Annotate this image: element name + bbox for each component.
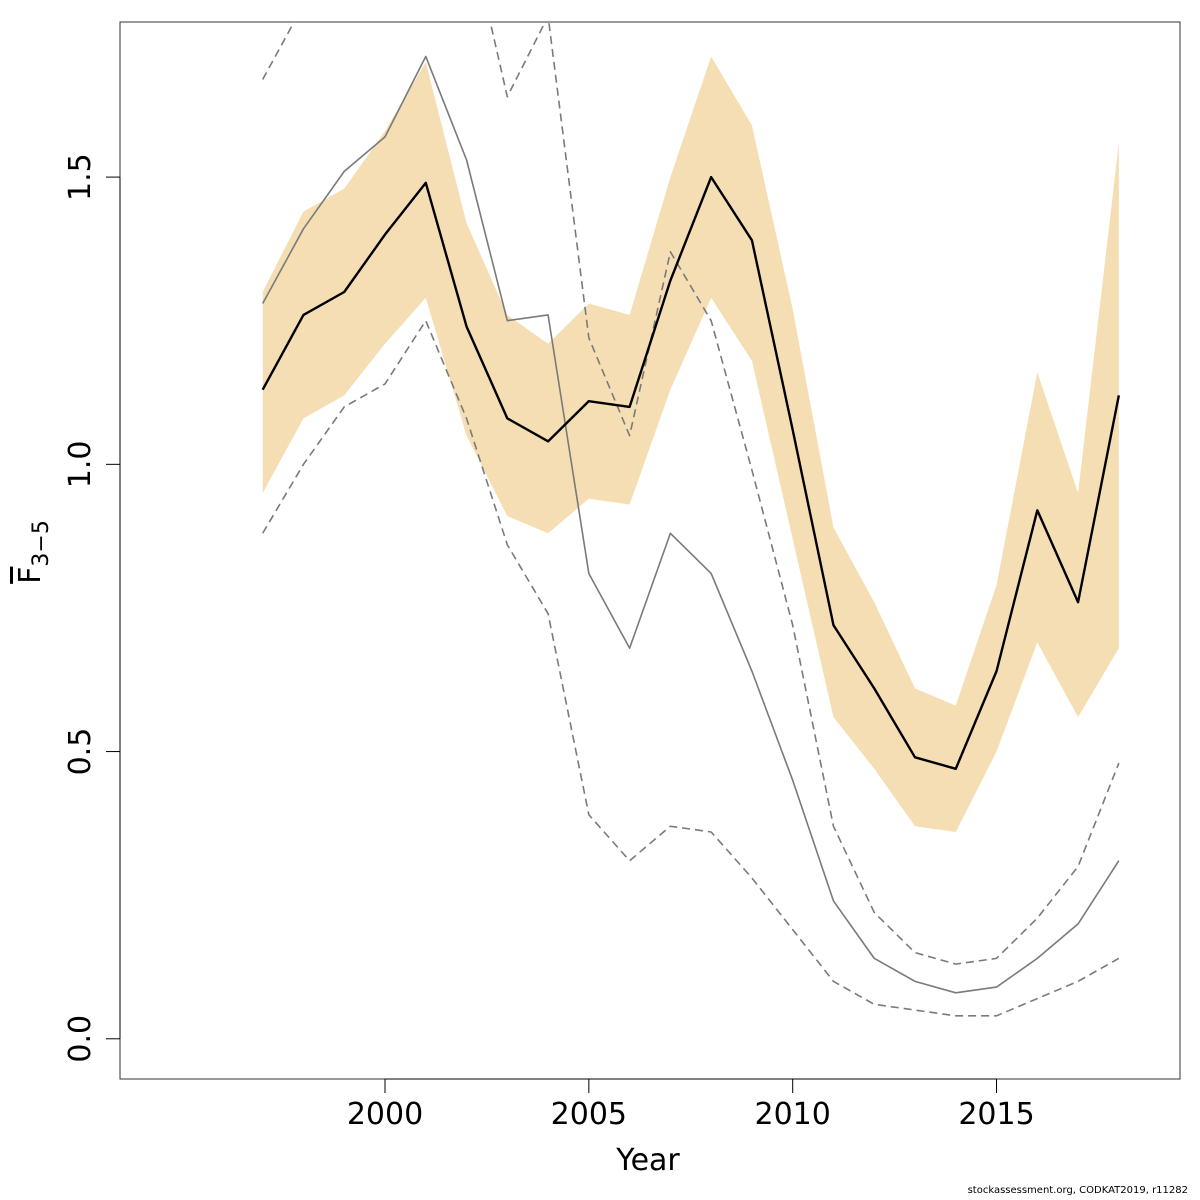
- x-tick-label: 2010: [755, 1097, 831, 1132]
- x-axis-title: Year: [615, 1143, 680, 1178]
- y-tick-label: 0.5: [63, 728, 98, 776]
- y-axis-title-sub: 3−5: [29, 520, 54, 566]
- x-tick-label: 2015: [958, 1097, 1034, 1132]
- y-tick-label: 1.5: [63, 153, 98, 201]
- y-tick-label: 0.0: [63, 1015, 98, 1063]
- svg-text:F3−5: F3−5: [13, 520, 54, 584]
- retro-lower-dashed-line: [262, 319, 1120, 1017]
- confidence-band: [262, 56, 1119, 832]
- y-tick-label: 1.0: [63, 440, 98, 488]
- y-axis-title: F3−5: [13, 520, 54, 584]
- estimate-line: [261, 175, 1121, 770]
- y-axis-title-base: F: [13, 567, 48, 584]
- retro-estimate-line: [261, 55, 1120, 994]
- x-tick-label: 2005: [551, 1097, 627, 1132]
- x-tick-label: 2000: [347, 1097, 423, 1132]
- retro-upper-dashed-line: [261, 22, 1120, 965]
- credit-text: stockassessment.org, CODKAT2019, r11282: [967, 1185, 1188, 1196]
